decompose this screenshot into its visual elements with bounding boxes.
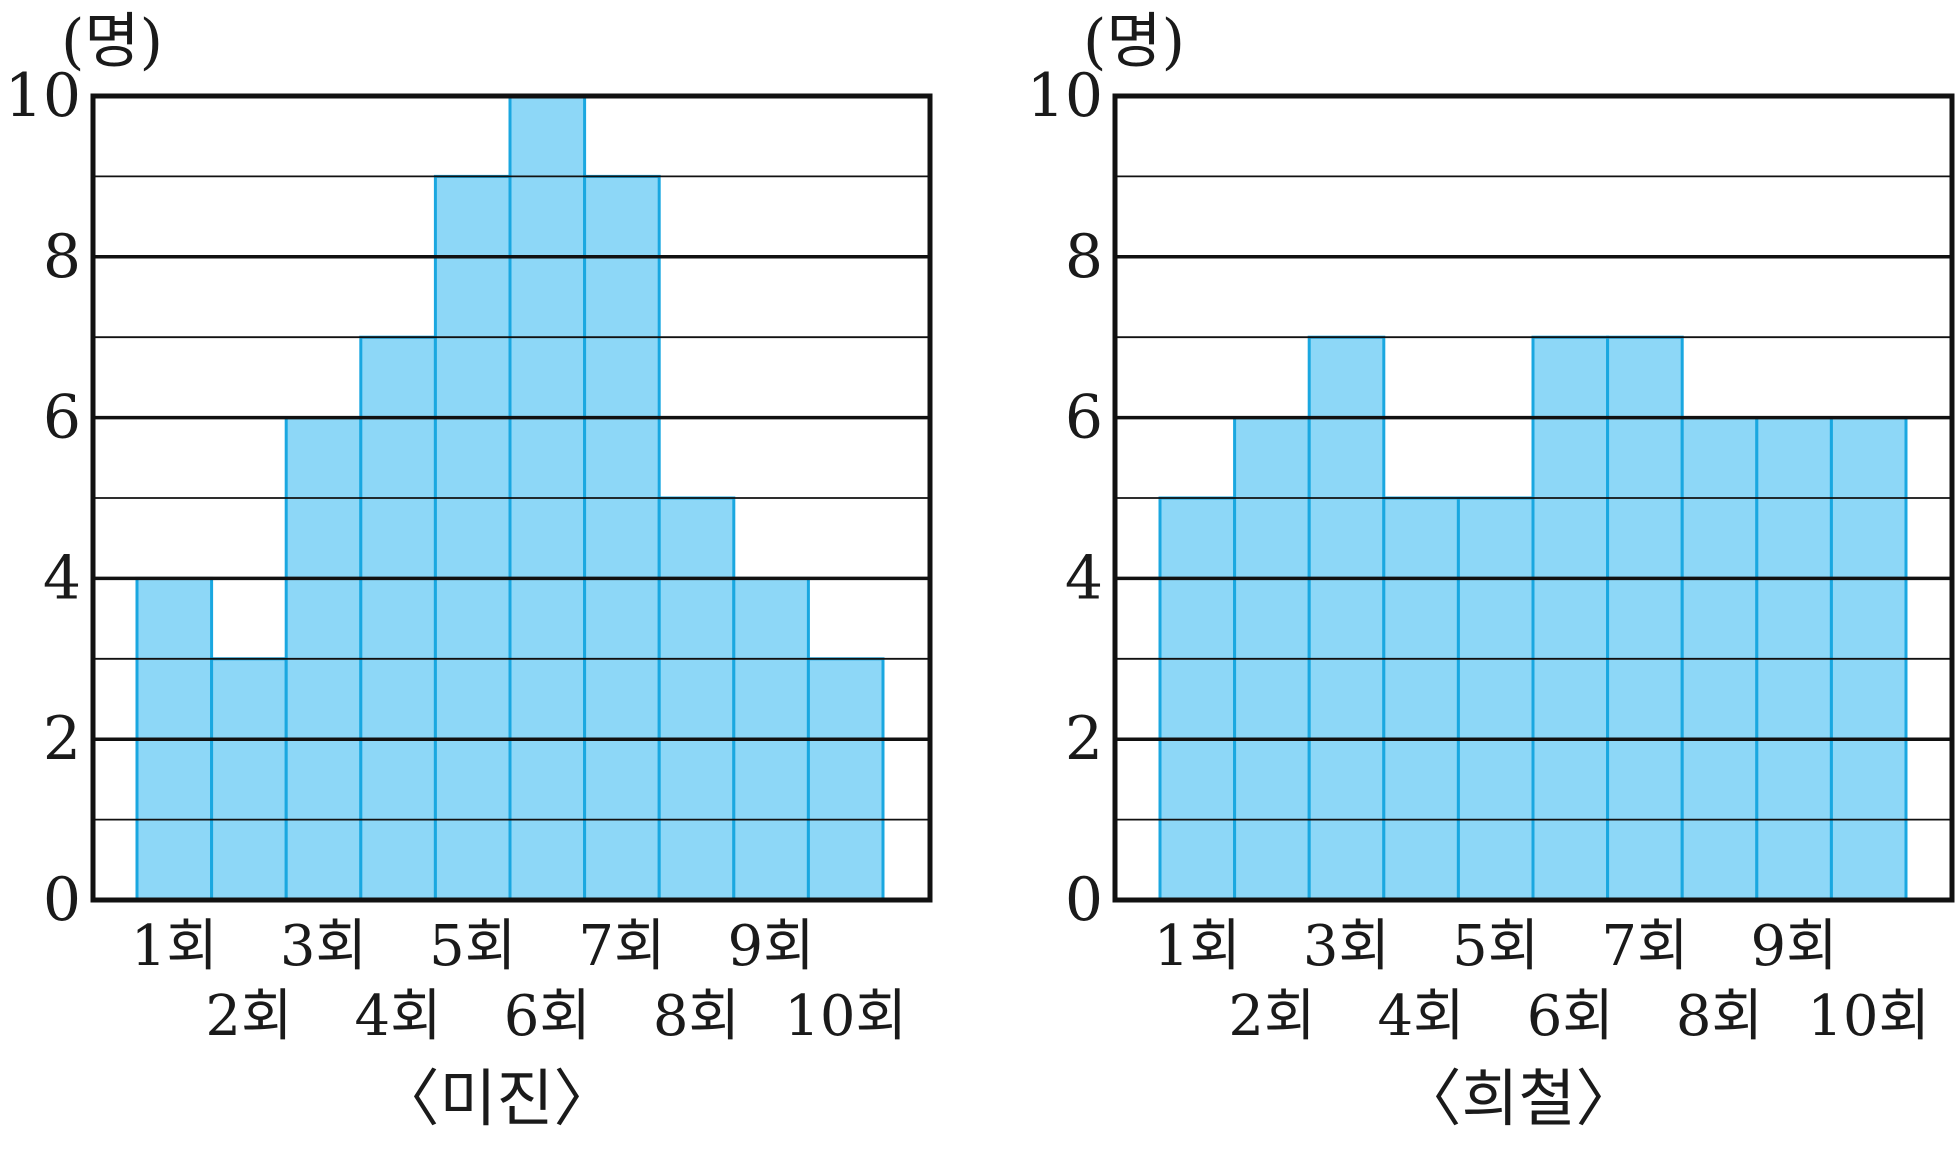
chart-title: 〈미진〉 [377,1062,615,1135]
x-tick-label: 7회 [578,914,665,979]
x-tick-label: 1회 [131,914,218,979]
y-axis-unit: (명) [61,7,163,77]
plot-frame [1112,93,1955,903]
x-tick-label: 2회 [205,984,292,1049]
y-tick-label: 0 [1065,865,1103,935]
y-tick-label: 8 [1065,222,1103,292]
x-tick-label: 4회 [1378,984,1465,1049]
y-tick-label: 0 [43,865,81,935]
y-tick-label: 6 [43,383,81,453]
plot-frame [90,93,933,903]
y-tick-label: 2 [1065,704,1103,774]
x-tick-label: 10회 [1807,984,1930,1049]
bar-5 [433,174,512,902]
x-tick-label: 3회 [1303,914,1390,979]
bar-7 [1606,335,1684,902]
x-tick-label: 3회 [280,914,367,979]
y-tick-label: 10 [5,61,81,131]
x-tick-label: 5회 [1452,914,1539,979]
y-tick-label: 4 [1065,543,1103,613]
bar-10 [806,657,885,902]
bar-7 [583,174,661,902]
x-tick-label: 5회 [429,914,516,979]
y-axis-unit: (명) [1083,7,1185,77]
bar-8 [657,496,736,902]
bar-1 [1158,496,1237,902]
bar-3 [1307,335,1386,902]
x-tick-label: 1회 [1154,914,1241,979]
x-tick-label: 9회 [1751,914,1838,979]
y-tick-label: 6 [1065,383,1103,453]
bar-2 [210,657,288,902]
x-tick-label: 7회 [1601,914,1688,979]
x-tick-label: 2회 [1228,984,1315,1049]
y-tick-label: 10 [1027,61,1103,131]
x-tick-label: 10회 [784,984,907,1049]
x-tick-label: 8회 [653,984,740,1049]
bar-4 [1382,496,1460,902]
chart-title: 〈희철〉 [1399,1062,1637,1135]
x-tick-label: 4회 [355,984,442,1049]
x-tick-label: 9회 [728,914,815,979]
x-tick-label: 8회 [1676,984,1763,1049]
y-tick-label: 2 [43,704,81,774]
x-tick-label: 6회 [504,984,591,1049]
y-tick-label: 4 [43,543,81,613]
bar-6 [1531,335,1610,902]
bar-4 [359,335,437,902]
y-tick-label: 8 [43,222,81,292]
bar-5 [1456,496,1535,902]
x-tick-label: 6회 [1527,984,1614,1049]
